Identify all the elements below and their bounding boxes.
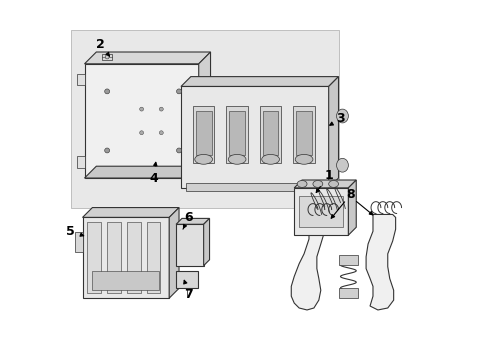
Ellipse shape bbox=[194, 154, 212, 164]
Polygon shape bbox=[338, 255, 358, 265]
Ellipse shape bbox=[297, 180, 306, 188]
Circle shape bbox=[176, 89, 181, 94]
Polygon shape bbox=[203, 219, 209, 266]
Polygon shape bbox=[82, 217, 169, 298]
Polygon shape bbox=[299, 196, 343, 227]
Circle shape bbox=[104, 89, 109, 94]
Circle shape bbox=[159, 131, 163, 135]
Polygon shape bbox=[102, 54, 112, 60]
Polygon shape bbox=[176, 219, 209, 224]
Text: 7: 7 bbox=[183, 280, 193, 301]
Polygon shape bbox=[107, 222, 121, 293]
Text: 6: 6 bbox=[183, 211, 193, 229]
Polygon shape bbox=[294, 180, 356, 188]
Polygon shape bbox=[291, 217, 323, 310]
Ellipse shape bbox=[228, 154, 245, 164]
Circle shape bbox=[140, 131, 143, 135]
Polygon shape bbox=[192, 106, 214, 163]
Text: 8: 8 bbox=[346, 188, 354, 201]
Polygon shape bbox=[77, 74, 84, 85]
Polygon shape bbox=[181, 86, 328, 188]
Text: 2: 2 bbox=[96, 38, 109, 56]
Ellipse shape bbox=[328, 180, 338, 188]
Text: 5: 5 bbox=[66, 225, 83, 238]
Circle shape bbox=[159, 107, 163, 111]
Circle shape bbox=[105, 55, 109, 59]
Polygon shape bbox=[262, 111, 278, 156]
Text: 4: 4 bbox=[149, 162, 158, 185]
Ellipse shape bbox=[312, 180, 322, 188]
Polygon shape bbox=[229, 111, 244, 156]
Polygon shape bbox=[146, 222, 160, 293]
Polygon shape bbox=[84, 64, 198, 178]
Polygon shape bbox=[366, 215, 395, 310]
Circle shape bbox=[176, 148, 181, 153]
Polygon shape bbox=[82, 208, 179, 217]
Circle shape bbox=[104, 148, 109, 153]
Text: 1: 1 bbox=[316, 168, 332, 193]
Polygon shape bbox=[84, 52, 210, 64]
Polygon shape bbox=[293, 106, 314, 163]
Polygon shape bbox=[294, 188, 347, 235]
Polygon shape bbox=[338, 288, 358, 298]
Ellipse shape bbox=[261, 154, 279, 164]
Ellipse shape bbox=[336, 158, 347, 172]
Polygon shape bbox=[176, 271, 197, 288]
Polygon shape bbox=[87, 222, 101, 293]
Text: 3: 3 bbox=[329, 112, 344, 125]
Polygon shape bbox=[195, 111, 211, 156]
Polygon shape bbox=[126, 222, 141, 293]
Polygon shape bbox=[75, 232, 82, 252]
Polygon shape bbox=[296, 111, 311, 156]
Ellipse shape bbox=[336, 109, 347, 123]
Polygon shape bbox=[328, 77, 338, 188]
Polygon shape bbox=[226, 106, 247, 163]
Polygon shape bbox=[169, 208, 179, 298]
Polygon shape bbox=[71, 30, 338, 208]
Polygon shape bbox=[92, 271, 159, 290]
Polygon shape bbox=[176, 224, 203, 266]
Polygon shape bbox=[84, 166, 210, 178]
Circle shape bbox=[140, 107, 143, 111]
Polygon shape bbox=[77, 156, 84, 168]
Polygon shape bbox=[259, 106, 281, 163]
Polygon shape bbox=[347, 180, 356, 235]
Polygon shape bbox=[198, 52, 210, 178]
Ellipse shape bbox=[295, 154, 312, 164]
Polygon shape bbox=[181, 77, 338, 86]
Polygon shape bbox=[185, 183, 323, 191]
